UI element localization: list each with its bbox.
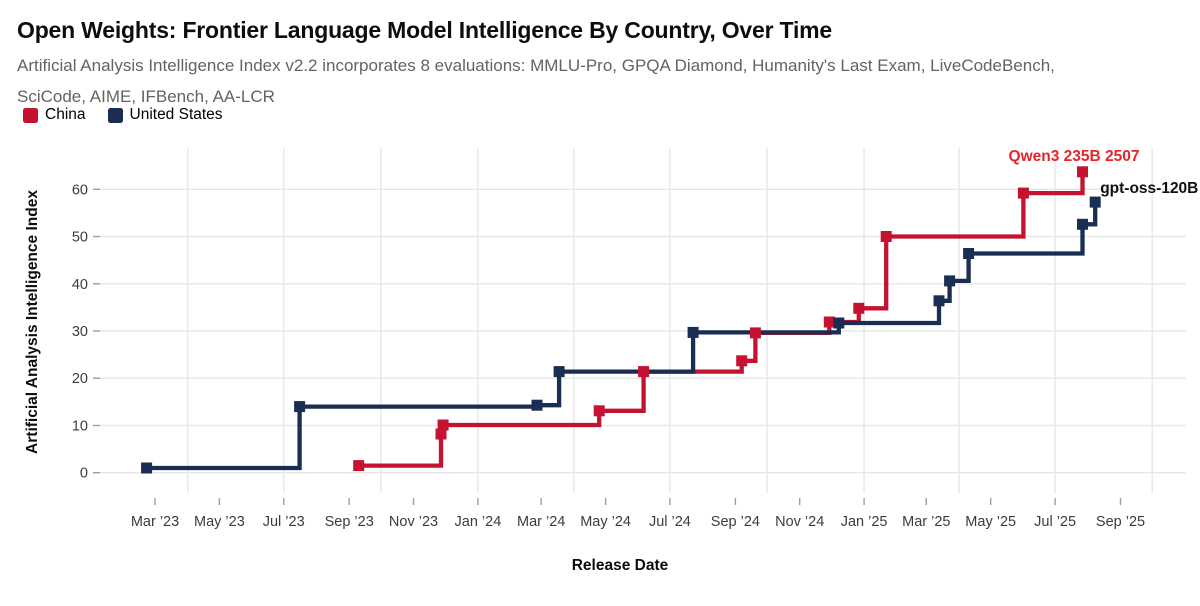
x-tick-label: Mar ’23	[131, 514, 179, 530]
data-point-china	[736, 355, 748, 367]
y-tick-label: 60	[72, 182, 88, 198]
data-point-china	[437, 419, 449, 431]
data-point-china	[435, 428, 447, 440]
x-tick-label: Sep ’24	[711, 514, 760, 530]
x-tick-label: Jul ’23	[263, 514, 305, 530]
data-point-china	[1077, 166, 1088, 178]
legend-swatch-united-states	[107, 107, 123, 123]
legend-label-united-states: United States	[129, 106, 223, 123]
x-tick-label: Sep ’23	[325, 514, 374, 530]
legend-item-china[interactable]: China	[23, 106, 86, 124]
x-tick-label: Nov ’24	[775, 514, 824, 530]
data-point-united-states	[833, 317, 845, 329]
data-point-united-states	[141, 462, 153, 474]
y-tick-label: 20	[72, 371, 88, 387]
series-line-china	[358, 171, 1085, 468]
legend-item-united-states[interactable]: United States	[107, 106, 223, 124]
x-tick-label: May ’24	[580, 514, 631, 530]
chart-subtitle: Artificial Analysis Intelligence Index v…	[17, 56, 1055, 106]
data-point-united-states	[553, 366, 565, 378]
y-tick-label: 50	[72, 230, 88, 246]
data-point-china	[1017, 187, 1029, 199]
data-point-united-states	[531, 399, 543, 411]
legend-swatch-china	[23, 107, 38, 123]
data-point-china	[853, 302, 865, 314]
x-tick-label: Jan ’25	[841, 514, 888, 530]
x-tick-label: Jul ’25	[1034, 514, 1076, 530]
series-line-united-states	[146, 202, 1098, 471]
x-axis-title: Release Date	[572, 557, 669, 574]
x-tick-label: Jul ’24	[649, 514, 691, 530]
data-point-china	[880, 231, 892, 242]
data-point-china	[593, 405, 605, 417]
y-axis-title: Artificial Analysis Intelligence Index	[24, 190, 41, 454]
x-tick-label: May ’25	[965, 514, 1016, 530]
x-tick-label: Jan ’24	[455, 514, 502, 530]
x-tick-label: Mar ’25	[902, 514, 950, 530]
data-point-china	[353, 460, 365, 472]
data-point-united-states	[1077, 218, 1088, 230]
data-point-united-states	[687, 326, 699, 338]
annotation-gpt-oss-120b: gpt-oss-120B	[1100, 180, 1198, 197]
data-point-united-states	[933, 295, 945, 307]
data-point-united-states	[944, 275, 956, 287]
data-point-china	[749, 327, 761, 339]
annotation-qwen3-235b-2507: Qwen3 235B 2507	[1009, 148, 1140, 165]
x-tick-label: Sep ’25	[1096, 514, 1145, 530]
x-tick-label: Nov ’23	[389, 514, 438, 530]
page-title: Open Weights: Frontier Language Model In…	[17, 17, 832, 43]
legend: China United States	[23, 106, 223, 124]
y-tick-label: 10	[72, 419, 88, 435]
legend-label-china: China	[45, 106, 86, 123]
data-point-china	[638, 366, 650, 378]
data-point-united-states	[1089, 196, 1101, 208]
y-tick-label: 40	[72, 277, 88, 293]
y-tick-label: 30	[72, 324, 88, 340]
data-point-united-states	[294, 401, 306, 413]
x-tick-label: May ’23	[194, 514, 245, 530]
data-point-china	[823, 316, 835, 328]
x-tick-label: Mar ’24	[517, 514, 565, 530]
y-tick-label: 0	[80, 466, 88, 482]
data-point-united-states	[963, 248, 975, 259]
